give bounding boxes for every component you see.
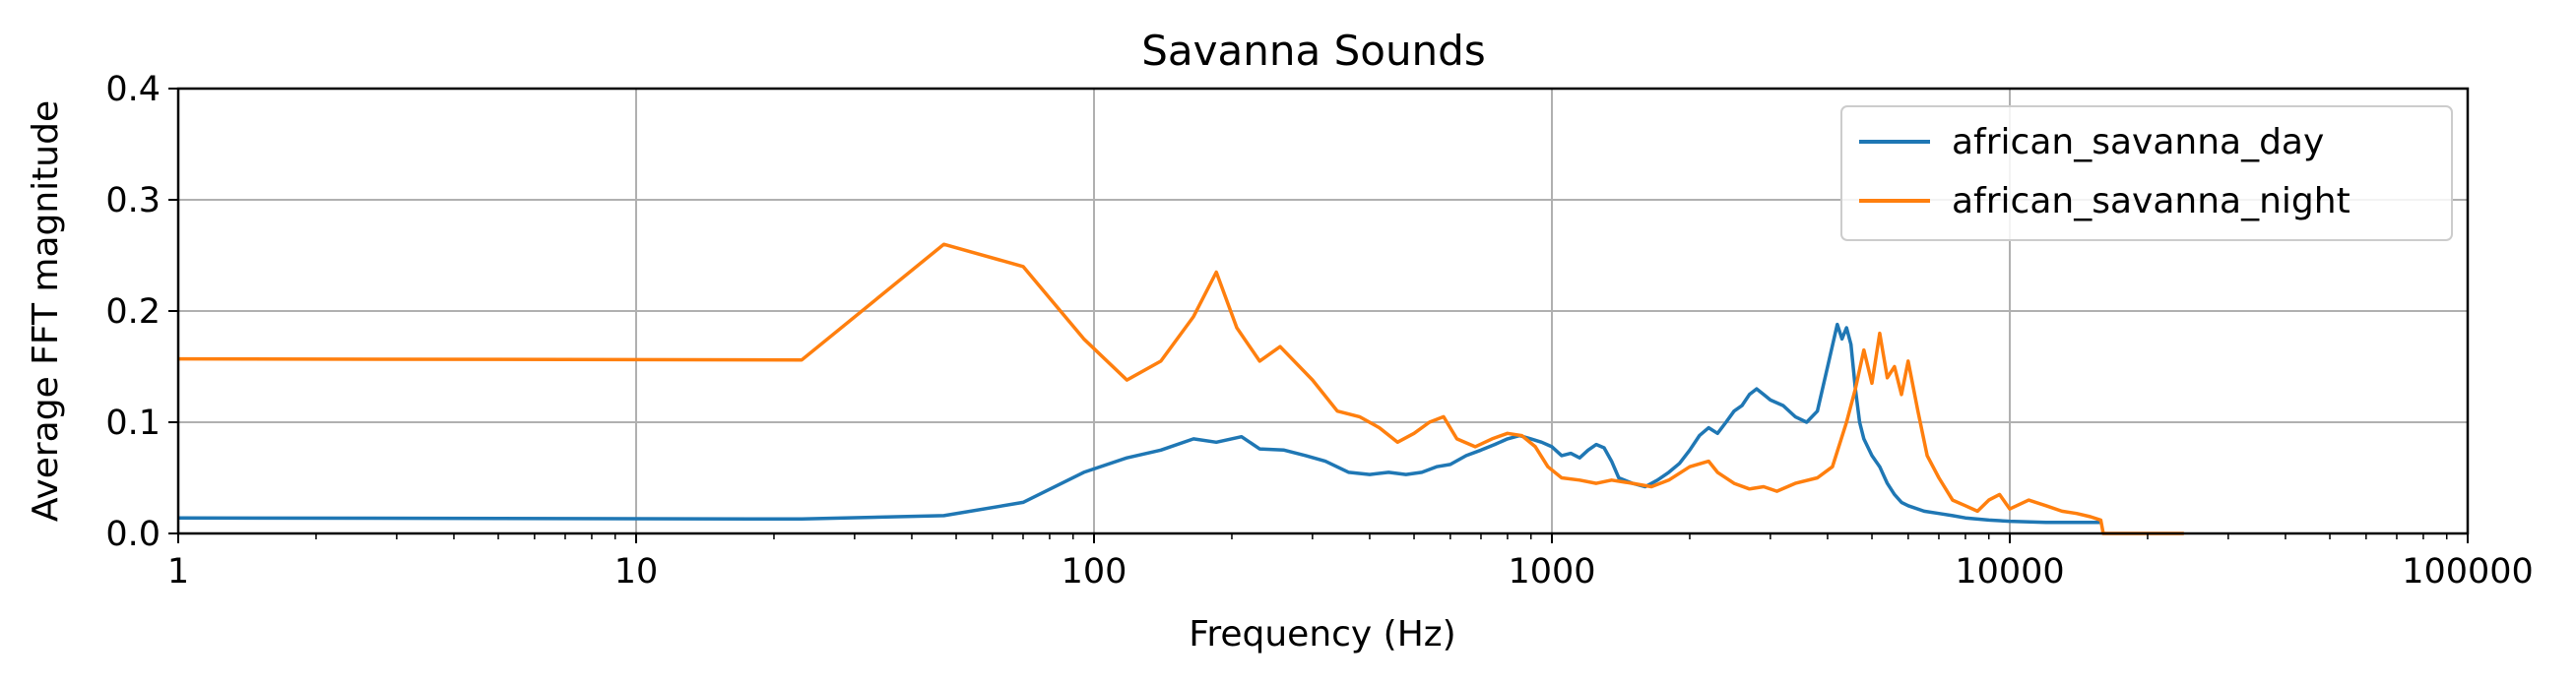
x-tick-label: 10000 <box>1955 552 2064 592</box>
y-axis-label: Average FFT magnitude <box>26 100 66 522</box>
series-line-african-savanna-night <box>177 242 2184 535</box>
x-tick-label: 100 <box>1062 552 1127 592</box>
x-axis-label: Frequency (Hz) <box>1189 614 1455 655</box>
legend-box <box>1840 105 2453 241</box>
y-tick-label: 0.0 <box>105 515 161 554</box>
series-line-african-savanna-day <box>177 322 2101 525</box>
y-tick-label: 0.1 <box>105 404 161 443</box>
series-lines <box>177 242 2184 535</box>
x-tick-label: 10 <box>614 552 659 592</box>
x-tick-label: 1 <box>167 552 189 592</box>
chart-title: Savanna Sounds <box>1141 27 1485 75</box>
legend-label: african_savanna_day <box>1952 122 2324 162</box>
y-tick-label: 0.4 <box>105 70 161 109</box>
axis-ticks: 1 10 100 1000 10000 100000 0.0 0.1 0.2 0.3 0.4 <box>105 70 2533 592</box>
x-tick-label: 100000 <box>2402 552 2534 592</box>
x-tick-label: 1000 <box>1508 552 1595 592</box>
y-tick-label: 0.3 <box>105 181 161 220</box>
legend: african_savanna_day african_savanna_night <box>1840 105 2453 241</box>
y-tick-label: 0.2 <box>105 292 161 332</box>
legend-label: african_savanna_night <box>1952 181 2351 221</box>
